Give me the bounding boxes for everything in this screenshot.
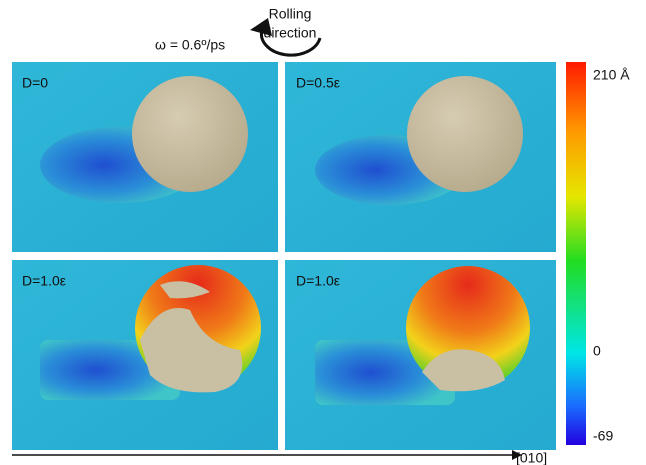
panel: D=1.0ε — [285, 260, 556, 450]
colorbar-label: -69 — [593, 428, 613, 444]
colorbar — [566, 62, 586, 445]
panel-label: D=1.0ε — [22, 273, 66, 289]
omega-label: ω = 0.6º/ps — [155, 37, 225, 53]
panel-label: D=0 — [22, 75, 48, 91]
panel-label: D=1.0ε — [296, 273, 340, 289]
figure: ω = 0.6º/ps Rolling direction D=0 D=0.5ε… — [0, 0, 646, 465]
panel-label: D=0.5ε — [296, 75, 340, 91]
rolling-label: direction — [264, 25, 317, 41]
rolling-label: Rolling — [269, 6, 312, 22]
colorbar-label: 0 — [593, 343, 601, 359]
panel: D=0 — [12, 62, 278, 252]
colorbar-label: 210 Å — [593, 67, 630, 83]
axis-label: [010] — [516, 450, 547, 465]
panel: D=1.0ε — [12, 260, 278, 450]
panel: D=0.5ε — [285, 62, 556, 252]
